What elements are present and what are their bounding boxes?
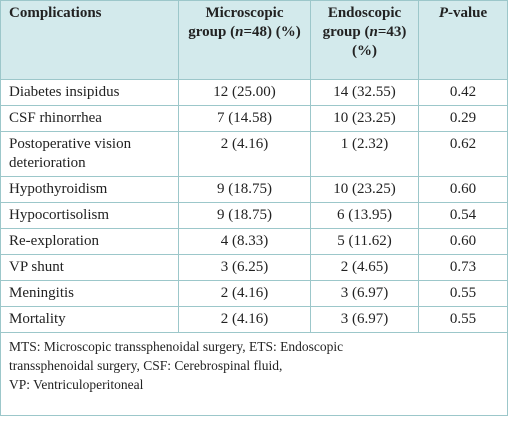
footnote-line: transsphenoidal surgery, CSF: Cerebrospi… bbox=[9, 358, 283, 373]
table-cell: 12 (25.00) bbox=[178, 79, 311, 106]
table-cell: Re-exploration bbox=[0, 228, 179, 255]
table-cell: 5 (11.62) bbox=[310, 228, 419, 255]
header-text: n bbox=[369, 24, 378, 40]
table-cell: Hypothyroidism bbox=[0, 176, 179, 203]
table-cell: 9 (18.75) bbox=[178, 176, 311, 203]
table-cell: Diabetes insipidus bbox=[0, 79, 179, 106]
header-cell: Endoscopic group (n=43) (%) bbox=[310, 0, 419, 80]
table-cell: 4 (8.33) bbox=[178, 228, 311, 255]
header-text: =43) (%) bbox=[352, 24, 407, 59]
table-cell: Hypocortisolism bbox=[0, 202, 179, 229]
table-cell: 9 (18.75) bbox=[178, 202, 311, 229]
table-row: Re-exploration 4 (8.33) 5 (11.62) 0.60 bbox=[0, 228, 508, 255]
table-cell: 2 (4.65) bbox=[310, 254, 419, 281]
table-cell: Meningitis bbox=[0, 280, 179, 307]
footnote-line: MTS: Microscopic transsphenoidal surgery… bbox=[9, 339, 344, 354]
table-row: CSF rhinorrhea 7 (14.58) 10 (23.25) 0.29 bbox=[0, 105, 508, 132]
footnote-row: MTS: Microscopic transsphenoidal surgery… bbox=[0, 332, 508, 416]
table-cell: 0.54 bbox=[418, 202, 508, 229]
header-text: Microscopic group ( bbox=[188, 5, 284, 40]
table-row: Mortality 2 (4.16) 3 (6.97) 0.55 bbox=[0, 306, 508, 333]
table-cell: 3 (6.97) bbox=[310, 280, 419, 307]
table-cell: 0.55 bbox=[418, 306, 508, 333]
header-cell: P-value bbox=[418, 0, 508, 80]
table-cell: 7 (14.58) bbox=[178, 105, 311, 132]
header-text: =48) (%) bbox=[243, 24, 301, 40]
table-row: Postoperative vision deterioration 2 (4.1… bbox=[0, 131, 508, 177]
table-cell: VP shunt bbox=[0, 254, 179, 281]
table-cell: 10 (23.25) bbox=[310, 105, 419, 132]
header-row: Complications Microscopic group (n=48) (… bbox=[0, 0, 508, 80]
table-cell: 3 (6.97) bbox=[310, 306, 419, 333]
header-cell: Complications bbox=[0, 0, 179, 80]
table-row: Diabetes insipidus 12 (25.00) 14 (32.55) 0.… bbox=[0, 79, 508, 106]
header-text: -value bbox=[448, 5, 488, 21]
table-cell: 10 (23.25) bbox=[310, 176, 419, 203]
table-cell: 2 (4.16) bbox=[178, 131, 311, 177]
table-cell: 1 (2.32) bbox=[310, 131, 419, 177]
header-text: n bbox=[235, 24, 244, 40]
table-cell: CSF rhinorrhea bbox=[0, 105, 179, 132]
footnote-line: VP: Ventriculoperitoneal bbox=[9, 377, 144, 392]
table-row: Hypothyroidism 9 (18.75) 10 (23.25) 0.60 bbox=[0, 176, 508, 203]
table-cell: 0.62 bbox=[418, 131, 508, 177]
table-cell: Postoperative vision deterioration bbox=[0, 131, 179, 177]
header-text: Complications bbox=[9, 5, 102, 21]
table-cell: 0.60 bbox=[418, 176, 508, 203]
table-row: Meningitis 2 (4.16) 3 (6.97) 0.55 bbox=[0, 280, 508, 307]
table-cell: 0.42 bbox=[418, 79, 508, 106]
header-text: P bbox=[438, 5, 448, 21]
footnote: MTS: Microscopic transsphenoidal surgery… bbox=[0, 332, 508, 416]
header-cell: Microscopic group (n=48) (%) bbox=[178, 0, 311, 80]
table-body: Diabetes insipidus 12 (25.00) 14 (32.55) 0.… bbox=[0, 79, 508, 416]
table-cell: 14 (32.55) bbox=[310, 79, 419, 106]
table-cell: 0.73 bbox=[418, 254, 508, 281]
header-text: Endoscopic group ( bbox=[322, 5, 402, 40]
table-row: VP shunt 3 (6.25) 2 (4.65) 0.73 bbox=[0, 254, 508, 281]
table-cell: 0.55 bbox=[418, 280, 508, 307]
table-cell: 0.29 bbox=[418, 105, 508, 132]
table-cell: 2 (4.16) bbox=[178, 280, 311, 307]
table-cell: Mortality bbox=[0, 306, 179, 333]
table-cell: 6 (13.95) bbox=[310, 202, 419, 229]
table-row: Hypocortisolism 9 (18.75) 6 (13.95) 0.54 bbox=[0, 202, 508, 229]
table-cell: 3 (6.25) bbox=[178, 254, 311, 281]
table-cell: 0.60 bbox=[418, 228, 508, 255]
table-cell: 2 (4.16) bbox=[178, 306, 311, 333]
